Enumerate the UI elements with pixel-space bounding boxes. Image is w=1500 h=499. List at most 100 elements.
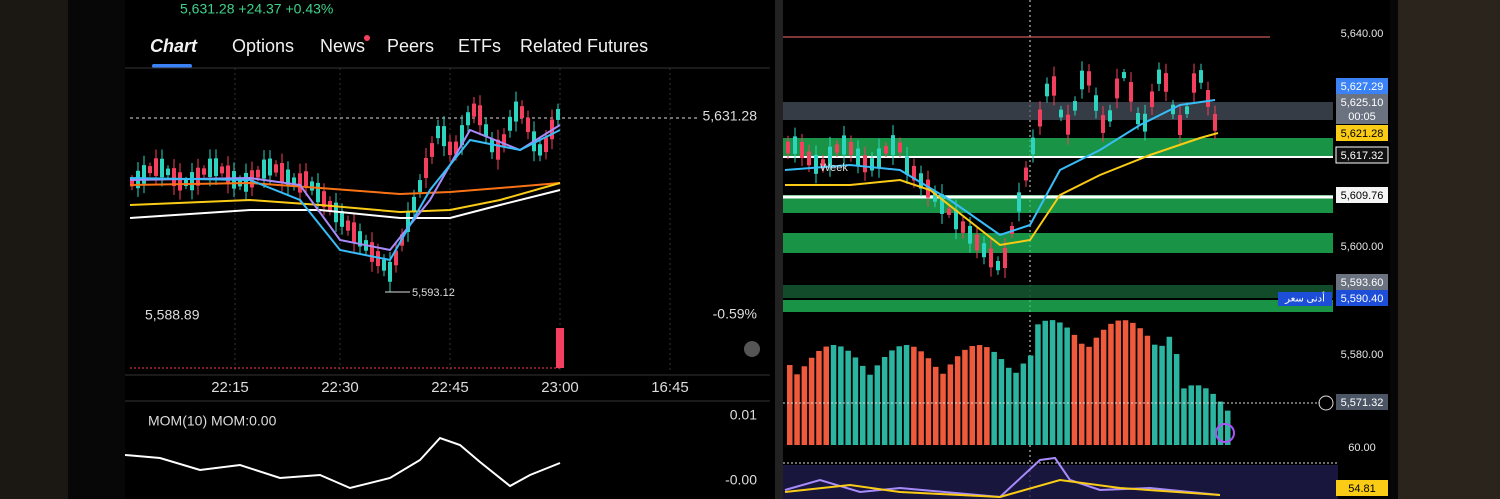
volume-bar [1049,320,1056,445]
tab[interactable]: Related Futures [520,36,648,56]
volume-bar [1210,393,1216,445]
price-tag [1336,394,1388,410]
candle [1129,82,1133,102]
volume-bar [1020,363,1027,445]
candle [226,165,230,185]
price-label: 5,580.00 [1341,349,1384,361]
candle [178,172,182,191]
price-tag [1335,146,1389,164]
quote: 5,631.28 +24.37 +0.43% [180,1,333,17]
indicator-bottom: -0.00 [725,472,757,488]
tab-underline [152,64,192,68]
volume-bar [925,358,932,445]
candle [262,159,266,179]
candle [821,159,825,169]
candle [1185,106,1189,115]
change: -0.59% [713,306,757,322]
candle [304,171,308,188]
volume-bar [1144,335,1151,445]
price-tag [1336,94,1388,110]
candle [454,141,458,155]
average-line [784,99,1216,237]
tab[interactable]: Peers [387,36,434,56]
candle [496,139,500,160]
alert-icon[interactable] [1215,423,1235,443]
volume-bar [933,366,939,445]
candle [316,182,320,203]
candle [166,168,170,176]
volume-bar [1173,354,1180,445]
volume-bar [1035,324,1041,445]
volume-bar [1100,329,1107,445]
reset-button[interactable] [744,341,760,357]
candle [220,166,224,174]
volume-bar [1086,346,1092,445]
candle [556,109,560,120]
price-label: 5,593.60 [1341,277,1384,289]
volume-bar [1057,322,1063,445]
candle [856,148,860,166]
volume-bar [984,347,990,445]
candle [996,260,1000,271]
candle [884,146,888,154]
candle [891,135,895,156]
volume-bar [1225,410,1231,445]
candle [490,138,494,153]
candle [947,208,951,215]
volume-bar [991,351,997,445]
x-label: 22:45 [431,379,469,396]
price-tag [1336,125,1388,141]
volume-bar [1079,343,1085,445]
candle [160,158,164,178]
volume-bar [1122,320,1129,445]
candle [184,179,188,187]
tab[interactable]: Options [232,36,294,56]
volume-bar [787,364,793,445]
volume-bar [867,374,873,445]
candle [310,181,314,191]
candle [1199,70,1203,83]
volume-bar [1027,355,1034,445]
candle [1080,70,1084,90]
add-button[interactable] [1318,395,1334,411]
candle [1038,109,1042,127]
rsi-average [784,478,1221,499]
candle [968,225,972,244]
candle [1045,83,1049,97]
volume-bar [1166,336,1173,445]
candle [961,221,965,233]
tab[interactable]: News [320,36,365,56]
volume-bar [830,345,837,445]
indicator-title: MOM(10) MOM:0.00 [148,413,277,429]
volume-bar [881,356,888,445]
candle [484,124,488,137]
candle [877,148,881,168]
candle [274,164,278,173]
price-label: 5,600.00 [1341,241,1384,253]
candle [975,234,979,251]
candle [828,146,832,167]
volume-bar [896,346,902,445]
volume-bar [918,351,924,445]
candle [466,112,470,126]
volume-bar [808,357,815,445]
price-tag [1336,187,1388,203]
volume-bar [1137,328,1143,445]
volume-bar [954,356,961,445]
candle [912,165,916,181]
candle [190,172,194,191]
candle [286,169,290,187]
volume-bar [889,350,895,445]
rsi-band [783,465,1338,499]
candle [1157,69,1161,84]
low-marker: 5,593.12 [412,287,455,299]
volume-bar [1013,372,1019,445]
tabs: Chart Options News Peers ETFs Related Fu… [150,36,648,56]
volume-bar [1108,323,1114,445]
tab[interactable]: Chart [150,36,198,56]
candle [502,134,506,147]
last-price: 5,631.28 [703,108,758,124]
volume-bar [838,346,844,445]
tab[interactable]: ETFs [458,36,501,56]
x-label: 16:45 [651,379,689,396]
